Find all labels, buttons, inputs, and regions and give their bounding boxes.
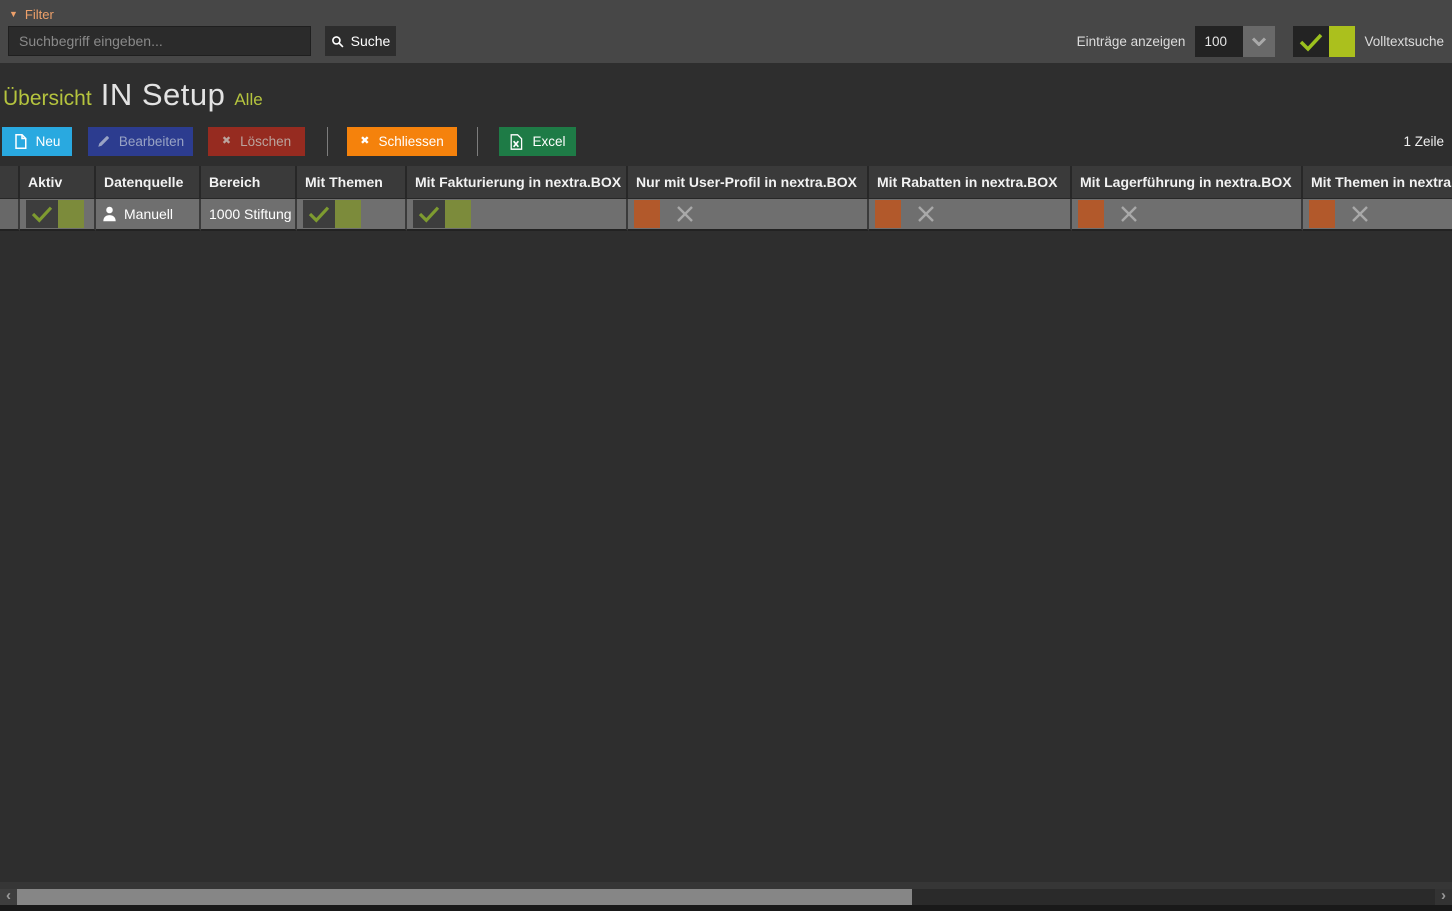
search-button-label: Suche xyxy=(350,33,391,49)
scroll-right-button[interactable]: › xyxy=(1435,888,1452,905)
fulltext-checkbox[interactable] xyxy=(1287,26,1356,57)
edit-button-label: Bearbeiten xyxy=(118,134,185,149)
table-row[interactable]: Manuell 1000 Stiftung xyxy=(0,199,1452,231)
data-grid: Aktiv Datenquelle Bereich Mit Themen Mit… xyxy=(0,166,1452,231)
checkmark-icon xyxy=(413,200,445,228)
x-mark-icon: ✖ xyxy=(221,135,232,147)
x-icon xyxy=(909,200,943,228)
cell-aktiv xyxy=(20,199,96,231)
false-state-square xyxy=(1078,200,1104,228)
entries-select-value: 100 xyxy=(1204,34,1227,49)
column-header-mit-themen-nextra[interactable]: Mit Themen in nextra.BOX xyxy=(1303,166,1452,199)
edit-button[interactable]: Bearbeiten xyxy=(88,127,193,156)
column-header-datenquelle[interactable]: Datenquelle xyxy=(96,166,201,199)
cell-datenquelle: Manuell xyxy=(96,199,201,231)
entries-label: Einträge anzeigen xyxy=(1076,34,1186,49)
cell-select[interactable] xyxy=(0,199,20,231)
fulltext-label: Volltextsuche xyxy=(1364,34,1444,49)
cell-bereich: 1000 Stiftung xyxy=(201,199,297,231)
column-header-nur-mit-user-profil[interactable]: Nur mit User-Profil in nextra.BOX xyxy=(628,166,869,199)
column-header-select[interactable] xyxy=(0,166,20,199)
column-header-mit-lagerfuehrung[interactable]: Mit Lagerführung in nextra.BOX xyxy=(1072,166,1303,199)
excel-button-label: Excel xyxy=(532,134,566,149)
column-header-mit-themen[interactable]: Mit Themen xyxy=(297,166,407,199)
excel-export-button[interactable]: Excel xyxy=(499,127,576,156)
delete-button[interactable]: ✖ Löschen xyxy=(208,127,305,156)
entries-select[interactable]: 100 xyxy=(1195,26,1244,57)
caret-down-icon: ▼ xyxy=(9,9,18,19)
search-button[interactable]: Suche xyxy=(325,26,396,56)
true-state-square xyxy=(335,200,361,228)
chevron-down-icon xyxy=(1252,37,1267,46)
x-mark-icon: ✖ xyxy=(360,135,370,147)
breadcrumb-suffix: Alle xyxy=(234,90,263,109)
false-state-square xyxy=(875,200,901,228)
column-header-mit-rabatten[interactable]: Mit Rabatten in nextra.BOX xyxy=(869,166,1072,199)
delete-button-label: Löschen xyxy=(240,134,292,149)
pencil-icon xyxy=(97,135,110,148)
column-header-bereich[interactable]: Bereich xyxy=(201,166,297,199)
bottom-strip xyxy=(0,905,1452,911)
grid-header-row: Aktiv Datenquelle Bereich Mit Themen Mit… xyxy=(0,166,1452,199)
cell-datenquelle-value: Manuell xyxy=(124,206,174,222)
breadcrumb-prefix: Übersicht xyxy=(3,87,92,110)
row-count: 1 Zeile xyxy=(1403,134,1444,149)
checkmark-icon xyxy=(26,200,58,228)
x-icon xyxy=(668,200,702,228)
scroll-left-button[interactable]: ‹ xyxy=(0,888,17,905)
true-state-square xyxy=(58,200,84,228)
cell-mit-themen-nextra xyxy=(1303,199,1452,231)
excel-file-icon xyxy=(509,133,523,150)
document-icon xyxy=(14,134,27,149)
cell-bereich-value: 1000 Stiftung xyxy=(209,206,292,222)
cell-mit-themen xyxy=(297,199,407,231)
filter-label: Filter xyxy=(24,7,54,22)
cell-mit-rabatten xyxy=(869,199,1072,231)
page-heading: Übersicht IN Setup Alle xyxy=(3,77,263,113)
page-title: IN Setup xyxy=(100,77,226,112)
cell-mit-lagerfuehrung xyxy=(1072,199,1303,231)
cell-nur-mit-user-profil xyxy=(628,199,869,231)
new-button[interactable]: Neu xyxy=(2,127,72,156)
filter-bar: ▼ Filter Suche Einträge anzeigen 100 xyxy=(0,0,1452,63)
search-input[interactable] xyxy=(8,26,311,56)
checkmark-icon xyxy=(1293,26,1330,57)
filter-collapse-toggle[interactable]: ▼ Filter xyxy=(9,7,54,22)
search-icon xyxy=(331,35,344,48)
toolbar: Neu Bearbeiten ✖ Löschen ✖ Schliessen Ex… xyxy=(0,127,1452,156)
true-state-square xyxy=(445,200,471,228)
false-state-square xyxy=(634,200,660,228)
checkmark-icon xyxy=(303,200,335,228)
x-icon xyxy=(1112,200,1146,228)
cell-mit-fakturierung xyxy=(407,199,628,231)
checkbox-state-square xyxy=(1329,26,1356,57)
close-button-label: Schliessen xyxy=(378,134,444,149)
entries-controls: Einträge anzeigen 100 xyxy=(1077,26,1444,57)
scrollbar-thumb[interactable] xyxy=(17,889,912,905)
close-button[interactable]: ✖ Schliessen xyxy=(347,127,457,156)
horizontal-scrollbar[interactable]: ‹ › xyxy=(0,888,1452,905)
false-state-square xyxy=(1309,200,1335,228)
new-button-label: Neu xyxy=(35,134,61,149)
entries-select-arrow[interactable] xyxy=(1243,26,1276,57)
toolbar-separator xyxy=(477,127,478,156)
column-header-aktiv[interactable]: Aktiv xyxy=(20,166,96,199)
x-icon xyxy=(1343,200,1377,228)
scrollbar-top-edge xyxy=(0,882,1452,889)
column-header-mit-fakturierung[interactable]: Mit Fakturierung in nextra.BOX xyxy=(407,166,628,199)
toolbar-separator xyxy=(327,127,328,156)
person-icon xyxy=(102,206,117,222)
